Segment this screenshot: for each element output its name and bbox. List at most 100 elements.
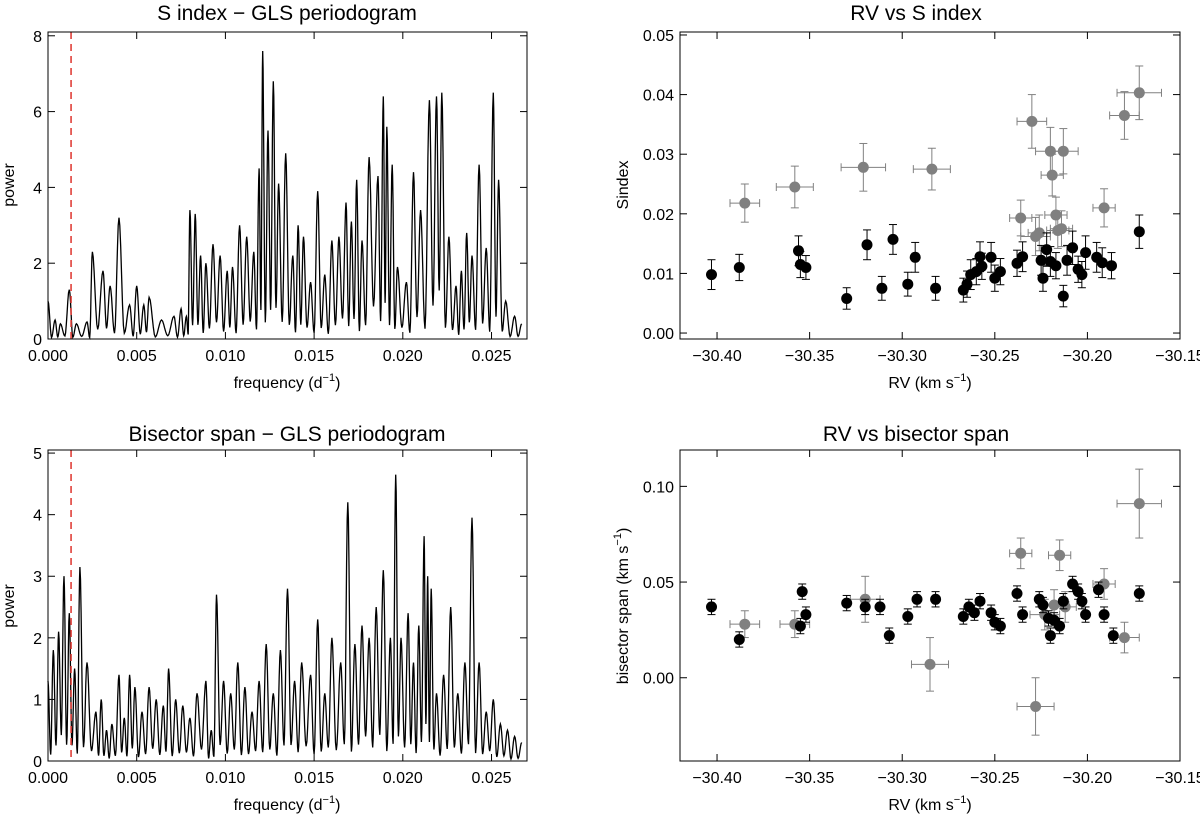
black-data-point [1076, 261, 1088, 289]
marker [859, 601, 871, 613]
x-tick-label: 0.000 [28, 348, 68, 365]
marker [739, 618, 751, 630]
black-data-point [930, 591, 942, 608]
y-tick-label: 3 [33, 569, 42, 586]
x-tick-label: −30.35 [785, 770, 834, 787]
gray-data-point [1116, 65, 1162, 121]
marker [1093, 584, 1104, 596]
marker [1046, 169, 1058, 181]
y-axis-label: power [1, 163, 18, 207]
x-tick-label: −30.30 [878, 348, 927, 365]
x-axis-label-sup: −1 [954, 794, 967, 806]
marker [1017, 609, 1029, 621]
black-data-point [1076, 593, 1088, 610]
marker [1107, 630, 1119, 642]
marker [924, 658, 936, 670]
black-data-point [1011, 585, 1023, 602]
gray-data-point [912, 147, 951, 191]
x-axis-label-text: frequency (d [234, 797, 323, 814]
marker [1054, 549, 1066, 561]
y-tick-label: 2 [33, 256, 42, 273]
black-data-point [706, 259, 717, 291]
y-tick-label: 0 [33, 332, 42, 349]
marker [841, 293, 853, 304]
black-data-point [1054, 617, 1066, 635]
plot-frame [47, 449, 528, 762]
x-tick-label: 0.010 [205, 348, 245, 365]
marker [1118, 632, 1130, 644]
y-tick-label: 0.03 [643, 147, 674, 164]
marker [887, 233, 899, 245]
black-data-point [841, 287, 853, 310]
plot-area [706, 65, 1162, 310]
y-axis-label-tail: ) [615, 528, 632, 533]
marker [706, 269, 717, 281]
black-data-point [874, 598, 886, 616]
marker [857, 161, 869, 173]
x-tick-label: 0.000 [28, 770, 68, 787]
gray-data-point [1116, 468, 1162, 539]
marker [1118, 110, 1130, 121]
gray-data-point [1109, 91, 1140, 140]
y-tick-label: 0.00 [643, 671, 674, 688]
axis-ticks: −30.40 −30.35 −30.30 −30.25 −30.20 −30.15 0.00… [643, 450, 1200, 787]
marker [794, 620, 806, 632]
x-tick-label: 0.020 [383, 770, 423, 787]
marker [974, 595, 986, 607]
x-tick-label: −30.20 [1063, 348, 1112, 365]
marker [1050, 260, 1062, 272]
black-data-point [909, 241, 921, 273]
marker [1015, 547, 1027, 559]
marker [968, 607, 980, 619]
y-tick-label: 4 [33, 180, 42, 197]
marker [1015, 212, 1027, 224]
black-data-point [733, 253, 745, 282]
y-tick-label: 0 [33, 754, 42, 771]
black-data-point [1017, 241, 1029, 273]
plot-frame [47, 31, 528, 340]
black-data-point [1057, 284, 1069, 308]
x-tick-label: −30.40 [692, 770, 741, 787]
marker [911, 593, 923, 605]
marker [1133, 226, 1145, 238]
x-tick-label: 0.005 [117, 348, 157, 365]
marker [1037, 272, 1049, 284]
x-axis-label-sup: −1 [323, 372, 336, 384]
marker [1067, 578, 1079, 590]
black-data-point [911, 591, 923, 608]
black-data-point [985, 241, 997, 273]
black-data-point [930, 275, 942, 301]
marker [1037, 599, 1049, 611]
marker [1057, 145, 1069, 157]
marker [1056, 223, 1067, 235]
marker [796, 586, 808, 598]
x-axis-label: frequency (d−1) [234, 794, 341, 814]
marker [1080, 247, 1092, 259]
black-data-point [1061, 244, 1073, 276]
marker [883, 630, 895, 642]
gray-data-point [1016, 94, 1048, 149]
x-tick-label: 0.010 [205, 770, 245, 787]
gray-data-point [910, 637, 950, 692]
marker [1057, 290, 1069, 302]
gray-data-point [1016, 677, 1055, 736]
y-tick-label: 0.00 [643, 326, 674, 343]
panel-bis-gls: Bisector span − GLS periodogram 0.000 0.0… [1, 423, 528, 814]
marker [861, 239, 873, 251]
x-tick-label: 0.025 [471, 348, 511, 365]
marker [800, 262, 812, 273]
y-axis-label: bisector span (km s−1) [612, 528, 632, 685]
y-tick-label: 0.05 [643, 575, 674, 592]
black-data-point [994, 258, 1006, 286]
chart-title: RV vs S index [850, 2, 982, 25]
x-tick-label: −30.25 [970, 770, 1019, 787]
marker [800, 609, 812, 621]
periodogram-curve [47, 50, 523, 341]
black-data-point [1106, 252, 1117, 280]
x-axis-label: frequency (d−1) [234, 372, 341, 392]
black-data-point [794, 617, 806, 635]
marker [926, 163, 938, 175]
x-tick-label: −30.30 [878, 770, 927, 787]
gray-data-point [1048, 539, 1072, 572]
